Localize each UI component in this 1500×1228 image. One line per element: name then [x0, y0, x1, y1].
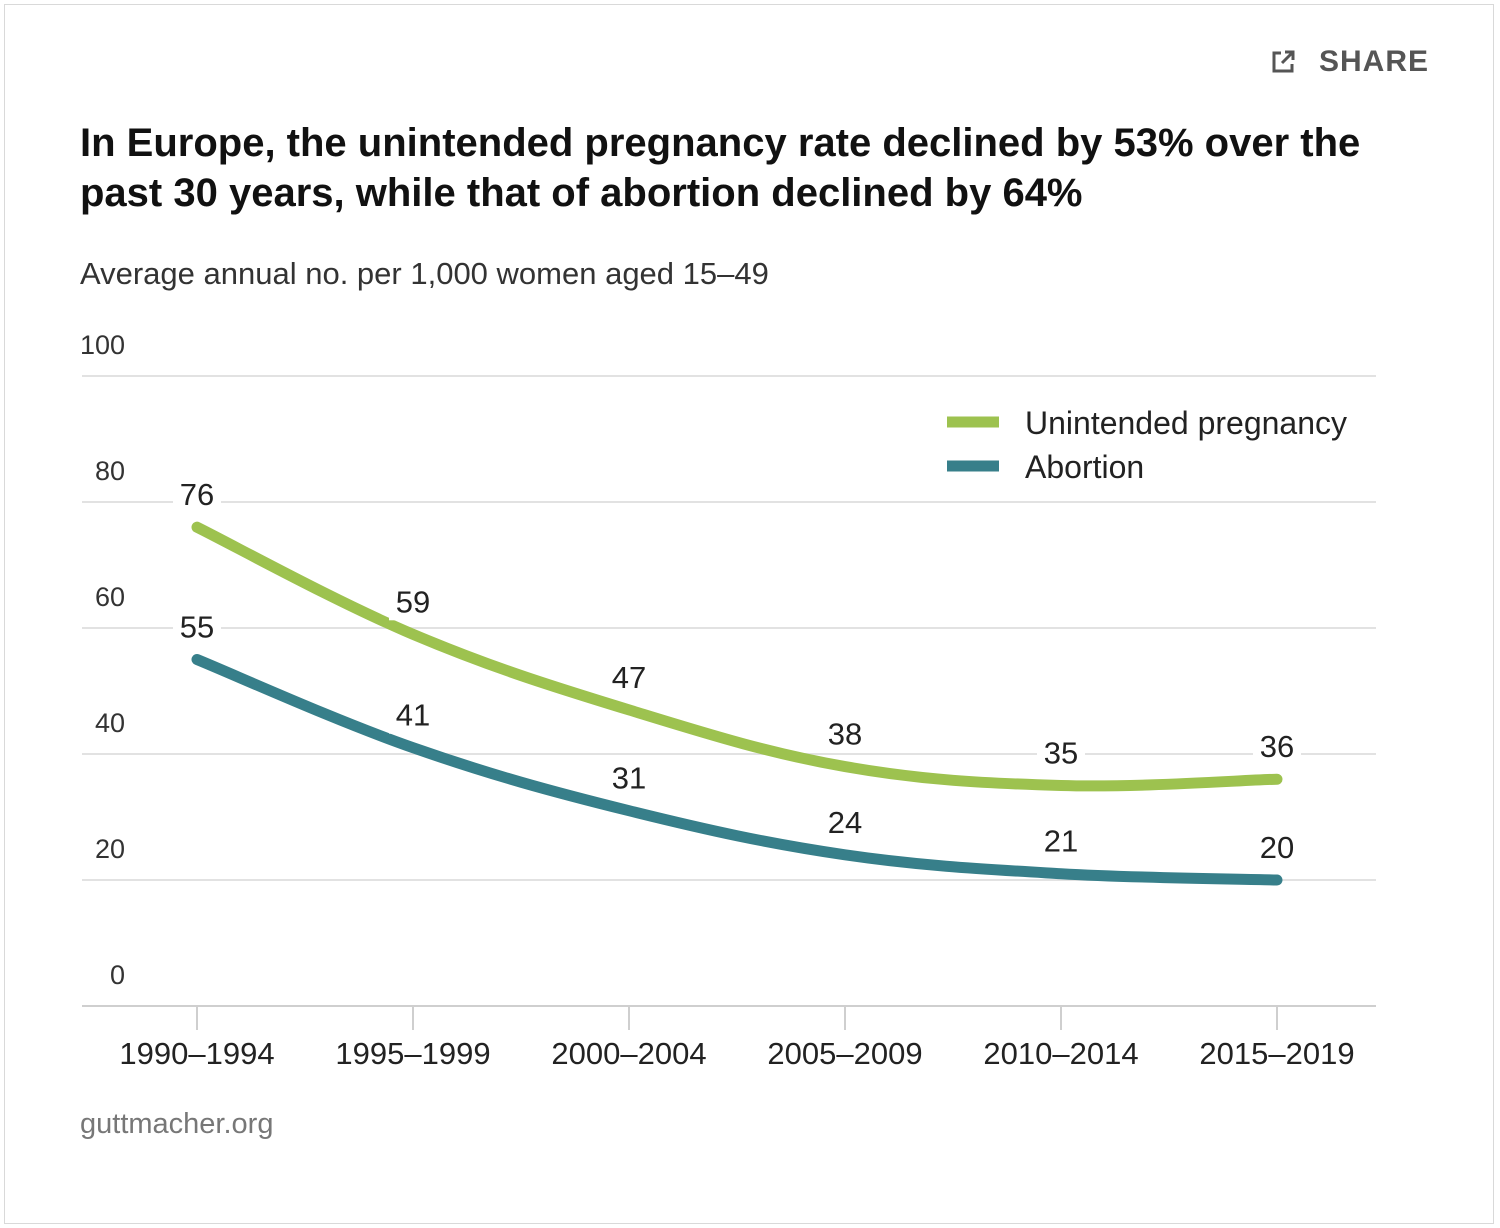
- x-tick-label: 1995–1999: [335, 1036, 490, 1071]
- chart-subtitle: Average annual no. per 1,000 women aged …: [80, 256, 769, 291]
- legend-bg: [937, 388, 1377, 484]
- y-tick-label: 100: [80, 330, 125, 360]
- data-label-bg: [173, 607, 221, 646]
- data-label: 76: [180, 477, 214, 512]
- share-button[interactable]: SHARE: [1269, 45, 1429, 79]
- data-label: 59: [396, 584, 430, 619]
- data-label-bg: [821, 714, 869, 753]
- x-tick-label: 2010–2014: [983, 1036, 1138, 1071]
- x-tick-label: 2005–2009: [767, 1036, 922, 1071]
- data-label: 41: [396, 698, 430, 733]
- data-label-bg: [1253, 727, 1301, 766]
- y-tick-label: 80: [95, 456, 125, 486]
- data-label-bg: [605, 657, 653, 696]
- y-tick-label: 40: [95, 708, 125, 738]
- data-label: 36: [1260, 729, 1294, 764]
- chart-card: SHARE: [4, 4, 1494, 1224]
- x-tick-label: 2015–2019: [1199, 1036, 1354, 1071]
- data-label: 38: [828, 717, 862, 752]
- data-label-bg: [1253, 828, 1301, 866]
- data-label: 35: [1044, 736, 1078, 771]
- series-line-abortion: [191, 654, 1283, 886]
- data-label: 47: [612, 660, 646, 695]
- data-label: 55: [180, 610, 214, 645]
- legend-label: Abortion: [1025, 449, 1144, 485]
- data-label-bg: [1037, 821, 1085, 860]
- data-label-bg: [1037, 733, 1085, 772]
- data-label-bg: [389, 695, 437, 734]
- data-label-bg: [821, 802, 869, 841]
- x-tick-label: 2000–2004: [551, 1036, 706, 1071]
- data-label: 31: [612, 761, 646, 796]
- share-label: SHARE: [1319, 45, 1430, 78]
- data-label: 24: [828, 805, 862, 840]
- chart-title: In Europe, the unintended pregnancy rate…: [80, 121, 1361, 215]
- external-link-icon: [1272, 50, 1295, 73]
- y-tick-label: 20: [95, 834, 125, 864]
- data-label-bg: [173, 475, 221, 514]
- y-tick-label: 60: [95, 582, 125, 612]
- data-label: 20: [1260, 830, 1294, 865]
- x-tick-label: 1990–1994: [119, 1036, 274, 1071]
- data-label-bg: [389, 582, 437, 621]
- y-tick-label: 0: [110, 960, 125, 990]
- source-label: guttmacher.org: [80, 1108, 274, 1140]
- data-label-bg: [605, 758, 653, 797]
- legend-label: Unintended pregnancy: [1025, 405, 1347, 441]
- data-label: 21: [1044, 824, 1078, 859]
- series-line-unintended-pregnancy: [191, 521, 1283, 792]
